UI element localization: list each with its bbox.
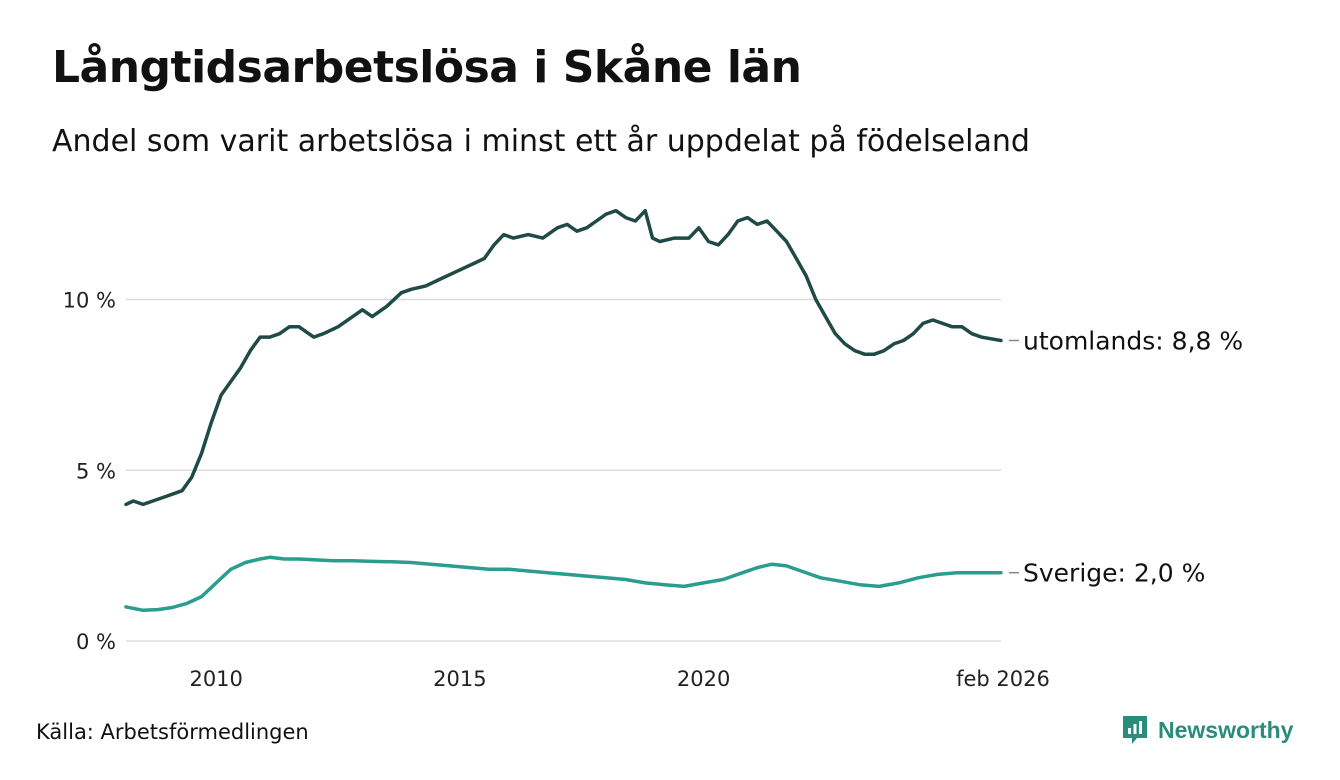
page-title: Långtidsarbetslösa i Skåne län	[52, 42, 802, 93]
series-layer	[124, 208, 1003, 613]
x-axis: 2010 2015 2020 feb 2026	[189, 667, 1049, 691]
page-subtitle: Andel som varit arbetslösa i minst ett å…	[52, 124, 1030, 159]
y-tick-label: 0 %	[76, 630, 116, 654]
grid-layer	[126, 298, 1001, 642]
series-end-label-sverige: Sverige: 2,0 %	[1023, 559, 1205, 588]
series-line-utomlands	[124, 208, 1003, 507]
x-tick-label: 2015	[433, 667, 486, 691]
x-tick-label: 2020	[677, 667, 730, 691]
y-axis: 0 % 5 % 10 %	[63, 289, 116, 654]
y-tick-label: 5 %	[76, 459, 116, 483]
series-labels: utomlands: 8,8 % Sverige: 2,0 %	[1009, 326, 1243, 588]
newsworthy-logo-icon	[1123, 716, 1147, 744]
source-note: Källa: Arbetsförmedlingen	[36, 720, 309, 744]
series-line-sverige	[124, 555, 1003, 613]
brand-name: Newsworthy	[1158, 716, 1294, 743]
y-tick-label: 10 %	[63, 289, 116, 313]
series-end-label-utomlands: utomlands: 8,8 %	[1023, 326, 1243, 355]
x-tick-label: 2010	[189, 667, 242, 691]
x-tick-label: feb 2026	[956, 667, 1050, 691]
brand: Newsworthy	[1120, 713, 1293, 747]
